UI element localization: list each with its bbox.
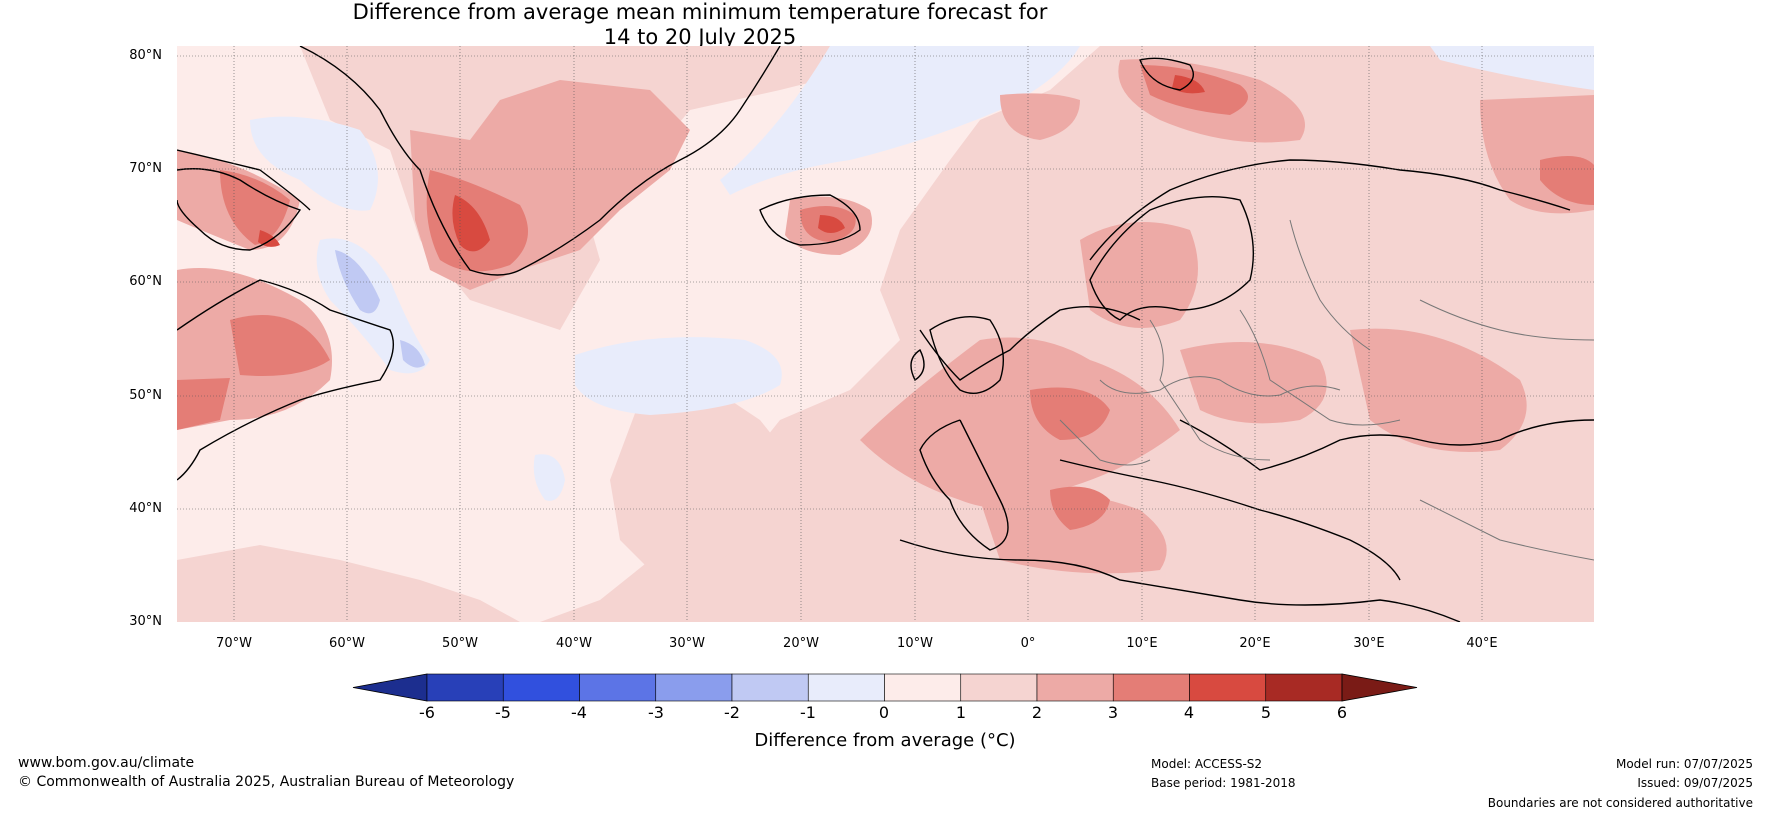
colorbar-tick-3: 3 bbox=[1107, 703, 1119, 722]
baffin-coast bbox=[177, 168, 302, 251]
anomaly-2-3-med bbox=[980, 492, 1167, 574]
canada-coast bbox=[177, 149, 394, 481]
title-line-1: Difference from average mean minimum tem… bbox=[352, 0, 1048, 24]
lon-label-10w: 10°W bbox=[897, 636, 933, 651]
base-period-text: Base period: 1981-2018 bbox=[1151, 776, 1296, 790]
colorbar-tick-0: 0 bbox=[878, 703, 890, 722]
colorbar-segment bbox=[655, 673, 733, 702]
colorbar-extend-high bbox=[1341, 673, 1418, 702]
anomaly-negative-arctic bbox=[720, 46, 1080, 195]
anomaly-4-5-greenland bbox=[452, 195, 490, 252]
colorbar-tick-minus4: -4 bbox=[571, 703, 587, 722]
anomaly-negative-labrador bbox=[250, 116, 378, 211]
lon-label-40w: 40°W bbox=[556, 636, 592, 651]
map-title: Difference from average mean minimum tem… bbox=[0, 0, 1400, 50]
colorbar-tick-2: 2 bbox=[1031, 703, 1043, 722]
scandinavia-coast bbox=[1089, 196, 1254, 321]
anomaly-negative-atlantic bbox=[575, 337, 782, 415]
colorbar-segment bbox=[426, 673, 504, 702]
anomaly-3-4-east bbox=[1540, 156, 1594, 205]
lon-label-70w: 70°W bbox=[216, 636, 252, 651]
lon-label-50w: 50°W bbox=[442, 636, 478, 651]
temperature-anomaly-map bbox=[177, 46, 1594, 622]
anomaly-4-5-baffin bbox=[258, 230, 280, 247]
disclaimer-text: Boundaries are not considered authoritat… bbox=[1487, 796, 1753, 810]
coastlines bbox=[177, 46, 1594, 622]
anomaly-negative-lab-core bbox=[335, 250, 380, 314]
lon-label-30w: 30°W bbox=[669, 636, 705, 651]
lon-label-60w: 60°W bbox=[329, 636, 365, 651]
copyright-text: © Commonwealth of Australia 2025, Austra… bbox=[18, 774, 515, 790]
anomaly-2-3-alberta bbox=[1000, 93, 1080, 140]
europe-coast bbox=[919, 159, 1594, 581]
iceland-coast bbox=[759, 194, 861, 246]
lon-label-10e: 10°E bbox=[1126, 636, 1158, 651]
lon-label-0: 0° bbox=[1020, 636, 1036, 651]
colorbar-tick-minus1: -1 bbox=[800, 703, 816, 722]
svalbard-coast bbox=[1139, 57, 1194, 91]
colorbar-tick-6: 6 bbox=[1336, 703, 1348, 722]
lat-label-50n: 50°N bbox=[129, 388, 162, 403]
anomaly-3-4-west bbox=[177, 378, 230, 430]
anomaly-4-5-iceland bbox=[818, 215, 845, 233]
lat-label-30n: 30°N bbox=[129, 614, 162, 629]
colorbar-segment bbox=[579, 673, 657, 702]
africa-coast bbox=[899, 539, 1461, 622]
colorbar-segment bbox=[1036, 673, 1114, 702]
colorbar-label: Difference from average (°C) bbox=[754, 730, 1016, 751]
colorbar-segment bbox=[731, 673, 809, 702]
colorbar-segment bbox=[502, 673, 580, 702]
model-text: Model: ACCESS-S2 bbox=[1151, 757, 1263, 771]
colorbar-tick-minus3: -3 bbox=[648, 703, 664, 722]
lon-label-30e: 30°E bbox=[1353, 636, 1385, 651]
anomaly-2-3-norway bbox=[1080, 222, 1198, 328]
anomaly-3-4-baffin bbox=[220, 170, 290, 245]
colorbar-tick-minus2: -2 bbox=[724, 703, 740, 722]
lon-label-20e: 20°E bbox=[1239, 636, 1271, 651]
colorbar-segment bbox=[1112, 673, 1190, 702]
anomaly-1-2-south-band bbox=[177, 545, 520, 622]
anomaly-3-4-france bbox=[1030, 387, 1110, 440]
lon-label-20w: 20°W bbox=[783, 636, 819, 651]
country-borders bbox=[1059, 219, 1594, 561]
colorbar-segment bbox=[960, 673, 1038, 702]
anomaly-2-3-europe-c bbox=[1180, 342, 1327, 424]
colorbar-tick-4: 4 bbox=[1183, 703, 1195, 722]
anomaly-3-4-canada bbox=[230, 315, 330, 376]
anomaly-1-2-east bbox=[610, 380, 800, 580]
lat-label-80n: 80°N bbox=[129, 48, 162, 63]
colorbar-segment bbox=[1189, 673, 1267, 702]
colorbar-tick-1: 1 bbox=[955, 703, 967, 722]
colorbar-extend-low bbox=[352, 673, 428, 702]
colorbar-tick-minus5: -5 bbox=[495, 703, 511, 722]
website-link[interactable]: www.bom.gov.au/climate bbox=[18, 755, 195, 771]
lat-label-60n: 60°N bbox=[129, 274, 162, 289]
anomaly-3-4-iberia bbox=[1050, 486, 1110, 530]
anomaly-negative-north-e bbox=[1430, 46, 1594, 90]
colorbar-tick-5: 5 bbox=[1260, 703, 1272, 722]
anomaly-negative-lab-core-2 bbox=[400, 340, 425, 368]
gridlines bbox=[177, 46, 1594, 622]
anomaly-negative-small bbox=[533, 454, 565, 501]
title-line-2: 14 to 20 July 2025 bbox=[603, 25, 797, 49]
lon-label-40e: 40°E bbox=[1466, 636, 1498, 651]
colorbar-segment bbox=[807, 673, 885, 702]
issued-text: Issued: 09/07/2025 bbox=[1637, 776, 1753, 790]
colorbar-tick-minus6: -6 bbox=[419, 703, 435, 722]
lat-label-70n: 70°N bbox=[129, 161, 162, 176]
greenland-coast bbox=[299, 46, 781, 276]
colorbar-segment bbox=[884, 673, 962, 702]
colorbar-segment bbox=[1265, 673, 1343, 702]
anomaly-0-1-atlantic bbox=[177, 46, 1100, 622]
model-run-text: Model run: 07/07/2025 bbox=[1615, 757, 1753, 771]
lat-label-40n: 40°N bbox=[129, 501, 162, 516]
